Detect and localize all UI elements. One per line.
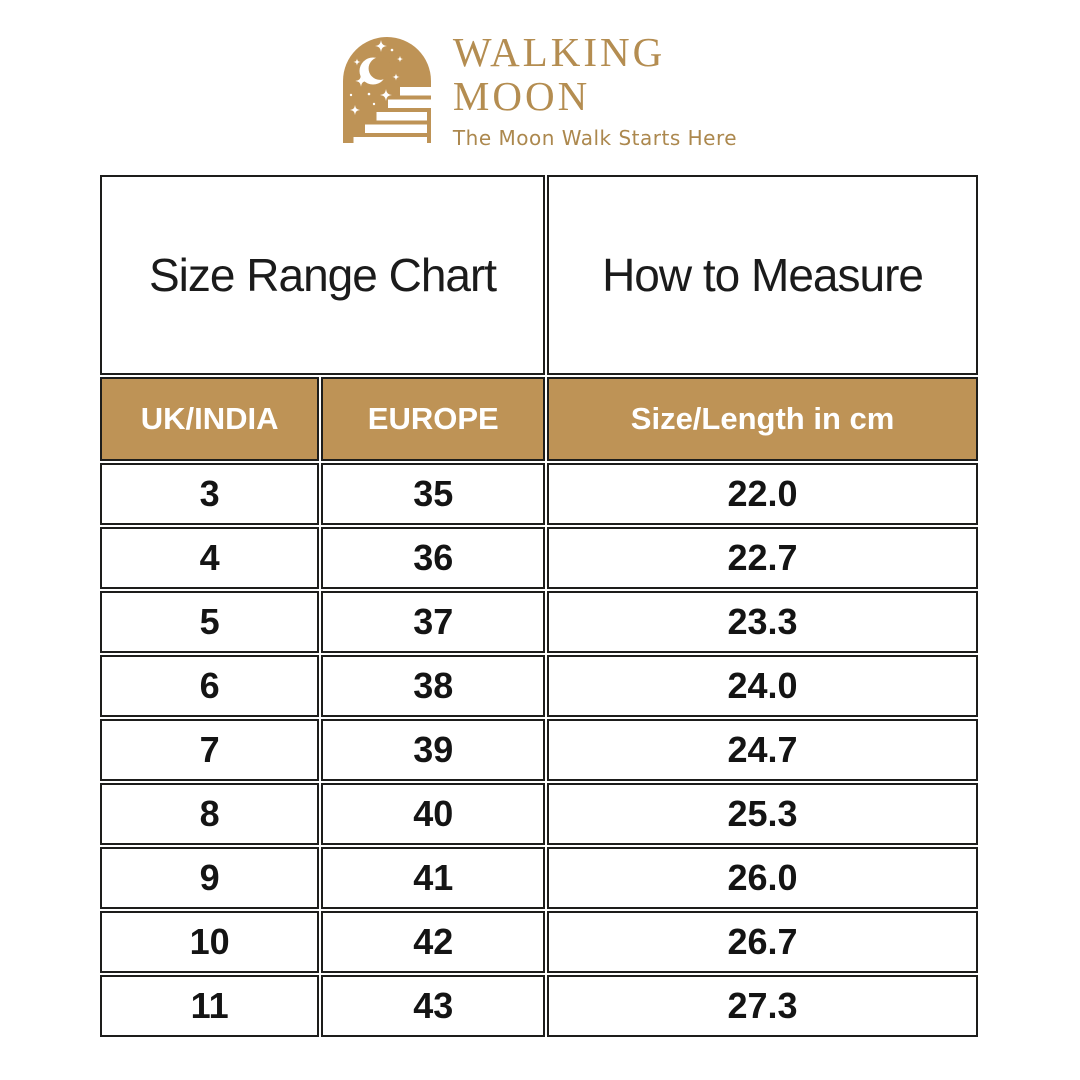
size-cell-length-cm: 26.7 bbox=[547, 911, 978, 973]
size-row: 8 40 25.3 bbox=[100, 783, 978, 845]
size-row: 11 43 27.3 bbox=[100, 975, 978, 1037]
size-cell-length-cm: 23.3 bbox=[547, 591, 978, 653]
brand-name: WALKING MOON bbox=[453, 30, 737, 119]
size-cell-europe: 43 bbox=[321, 975, 546, 1037]
size-cell-length-cm: 24.7 bbox=[547, 719, 978, 781]
size-row: 6 38 24.0 bbox=[100, 655, 978, 717]
brand-header: WALKING MOON The Moon Walk Starts Here bbox=[0, 30, 1080, 150]
size-row: 7 39 24.7 bbox=[100, 719, 978, 781]
size-cell-length-cm: 24.0 bbox=[547, 655, 978, 717]
size-row: 3 35 22.0 bbox=[100, 463, 978, 525]
size-cell-length-cm: 26.0 bbox=[547, 847, 978, 909]
size-chart-rows: 3 35 22.0 4 36 22.7 5 37 23.3 6 38 24.0 7 39 24.7 8 40 25… bbox=[100, 463, 978, 1037]
brand-text-block: WALKING MOON The Moon Walk Starts Here bbox=[453, 30, 737, 150]
size-cell-europe: 36 bbox=[321, 527, 546, 589]
size-cell-uk-india: 6 bbox=[100, 655, 320, 717]
size-cell-length-cm: 25.3 bbox=[547, 783, 978, 845]
size-cell-length-cm: 22.7 bbox=[547, 527, 978, 589]
size-cell-europe: 35 bbox=[321, 463, 546, 525]
size-cell-uk-india: 4 bbox=[100, 527, 320, 589]
size-cell-europe: 41 bbox=[321, 847, 546, 909]
size-cell-uk-india: 8 bbox=[100, 783, 320, 845]
size-cell-europe: 42 bbox=[321, 911, 546, 973]
size-cell-uk-india: 3 bbox=[100, 463, 320, 525]
arch-moon-stairs-icon bbox=[342, 36, 437, 146]
size-cell-europe: 37 bbox=[321, 591, 546, 653]
brand-tagline: The Moon Walk Starts Here bbox=[452, 125, 738, 150]
size-cell-uk-india: 10 bbox=[100, 911, 320, 973]
brand-name-line1: WALKING bbox=[452, 29, 666, 75]
size-cell-uk-india: 9 bbox=[100, 847, 320, 909]
size-range-chart-title: Size Range Chart bbox=[100, 175, 546, 375]
brand-name-line2: MOON bbox=[452, 73, 591, 120]
size-row: 9 41 26.0 bbox=[100, 847, 978, 909]
column-header-row: UK/INDIA EUROPE Size/Length in cm bbox=[100, 377, 978, 461]
column-header-size-length: Size/Length in cm bbox=[547, 377, 978, 461]
size-chart-table: Size Range Chart How to Measure UK/INDIA… bbox=[98, 173, 980, 1039]
size-cell-europe: 40 bbox=[321, 783, 546, 845]
size-cell-europe: 38 bbox=[321, 655, 546, 717]
size-cell-length-cm: 27.3 bbox=[547, 975, 978, 1037]
size-cell-length-cm: 22.0 bbox=[547, 463, 978, 525]
size-row: 10 42 26.7 bbox=[100, 911, 978, 973]
size-cell-uk-india: 7 bbox=[100, 719, 320, 781]
size-cell-europe: 39 bbox=[321, 719, 546, 781]
column-header-europe: EUROPE bbox=[321, 377, 546, 461]
size-row: 5 37 23.3 bbox=[100, 591, 978, 653]
size-row: 4 36 22.7 bbox=[100, 527, 978, 589]
size-cell-uk-india: 11 bbox=[100, 975, 320, 1037]
size-cell-uk-india: 5 bbox=[100, 591, 320, 653]
how-to-measure-title: How to Measure bbox=[547, 175, 978, 375]
section-header-row: Size Range Chart How to Measure bbox=[100, 175, 978, 375]
column-header-uk-india: UK/INDIA bbox=[100, 377, 320, 461]
